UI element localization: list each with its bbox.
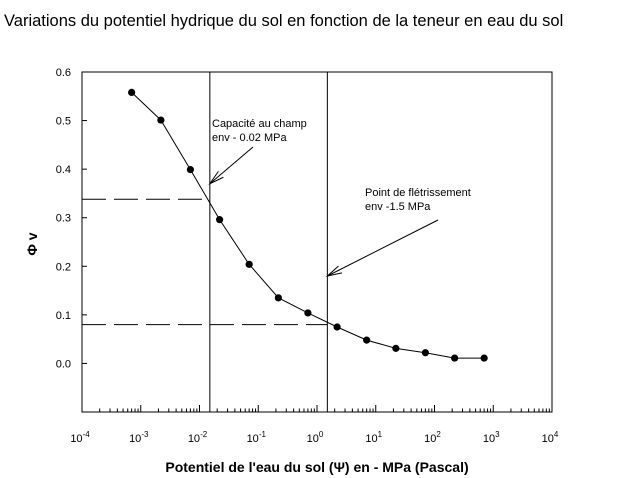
y-tick-label: 0.6 bbox=[56, 67, 71, 79]
y-tick-label: 0.4 bbox=[56, 164, 71, 176]
data-point bbox=[451, 354, 459, 362]
data-point bbox=[333, 323, 341, 331]
annotation-text: Point de flétrissement env -1.5 MPa bbox=[365, 187, 471, 213]
x-tick-label: 102 bbox=[424, 430, 441, 445]
series-line bbox=[131, 92, 485, 359]
data-point bbox=[245, 260, 253, 268]
y-tick-label: 0.3 bbox=[56, 213, 71, 225]
data-point bbox=[157, 116, 165, 124]
x-tick-label: 101 bbox=[365, 430, 382, 445]
x-tick-label: 100 bbox=[307, 430, 324, 445]
data-point bbox=[421, 349, 429, 357]
arrow-head bbox=[325, 265, 343, 277]
x-axis-label: Potentiel de l'eau du sol (Ψ) en - MPa (… bbox=[165, 459, 468, 475]
x-tick-label: 103 bbox=[483, 430, 500, 445]
y-tick-label: 0.0 bbox=[56, 358, 71, 370]
annotation-text: Capacité au champ env - 0.02 MPa bbox=[212, 118, 307, 144]
reference-lines bbox=[82, 72, 328, 412]
data-series bbox=[128, 88, 488, 362]
data-point bbox=[304, 309, 312, 317]
x-tick-label: 10-4 bbox=[70, 430, 90, 445]
annotation-arrow bbox=[209, 146, 254, 185]
arrow-head bbox=[208, 171, 224, 185]
data-point bbox=[480, 354, 488, 362]
annotation-arrow bbox=[327, 219, 439, 277]
chart-title: Variations du potentiel hydrique du sol … bbox=[4, 12, 563, 30]
y-tick-label: 0.2 bbox=[56, 261, 71, 273]
x-tick-label: 10-3 bbox=[129, 430, 149, 445]
data-point bbox=[216, 216, 224, 224]
plot-frame bbox=[81, 71, 553, 413]
y-axis: 0.0 0.1 0.2 0.3 0.4 0.5 0.6 bbox=[56, 67, 87, 370]
x-axis: 10-4 10-3 10-2 10-1 100 101 102 103 104 bbox=[70, 405, 559, 445]
x-tick-label: 10-1 bbox=[247, 430, 267, 445]
data-point bbox=[392, 344, 400, 352]
x-tick-label: 104 bbox=[542, 430, 559, 445]
data-point bbox=[363, 336, 371, 344]
y-axis-label: Φ v bbox=[24, 232, 40, 255]
data-point bbox=[128, 88, 136, 96]
data-point bbox=[186, 166, 194, 174]
annotations: Capacité au champ env - 0.02 MPa Point de … bbox=[208, 118, 471, 277]
data-point bbox=[274, 294, 282, 302]
y-tick-label: 0.5 bbox=[56, 116, 71, 128]
y-tick-label: 0.1 bbox=[56, 310, 71, 322]
x-tick-label: 10-2 bbox=[188, 430, 208, 445]
